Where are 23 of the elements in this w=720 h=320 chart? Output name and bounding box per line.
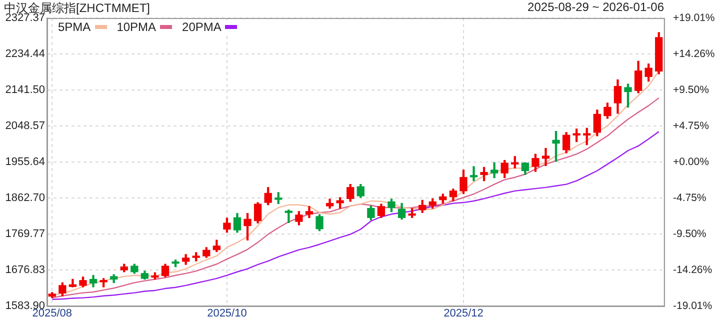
y-tick-label: 1862.70 [5,192,45,204]
x-tick-label: 2025/10 [207,308,247,320]
legend-label: 20PMA [182,20,222,34]
y2-tick-label: +0.00% [673,156,709,168]
y2-tick-label: -4.75% [673,192,706,204]
y-tick-label: 2327.37 [5,12,45,24]
y-tick-label: 1769.77 [5,228,45,240]
legend-label: 10PMA [116,20,156,34]
y-tick-label: 2048.57 [5,120,45,132]
y2-tick-label: -14.26% [673,264,712,276]
y2-tick-label: +4.75% [673,120,709,132]
y2-tick-label: -19.01% [673,300,712,312]
y-tick-label: 2234.44 [5,48,45,60]
x-tick-label: 2025/12 [444,308,484,320]
y-tick-label: 1955.64 [5,156,45,168]
y2-tick-label: -9.50% [673,228,706,240]
y-tick-label: 1676.83 [5,264,45,276]
y2-tick-label: +14.26% [673,48,715,60]
chart-subtitle: 2025-08-29 ~ 2026-01-06 [528,0,664,14]
legend-label: 5PMA [58,20,91,34]
y2-tick-label: +9.50% [673,84,709,96]
y-tick-label: 2141.50 [5,84,45,96]
y2-tick-label: +19.01% [673,12,715,24]
